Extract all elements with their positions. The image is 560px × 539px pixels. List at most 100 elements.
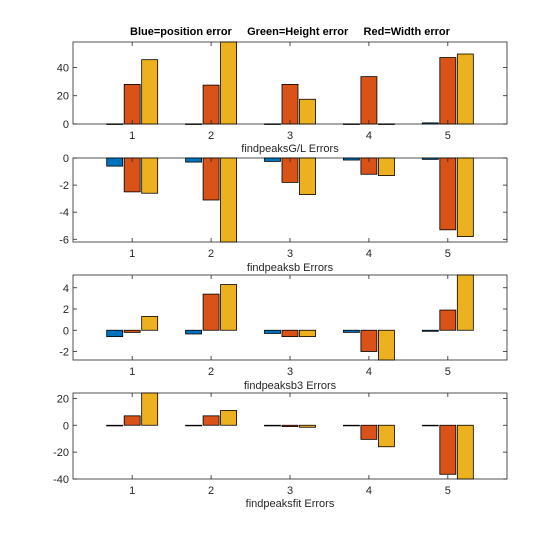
x-tick-label: 3 xyxy=(287,485,293,497)
bar-series-2-cat-1 xyxy=(123,329,141,333)
bar-series-1-cat-1 xyxy=(106,157,124,167)
bar-series-3-cat-4 xyxy=(378,157,395,177)
bar-series-1-cat-3 xyxy=(264,424,281,427)
bar-series-3-cat-1 xyxy=(141,316,159,331)
x-tick-label: 4 xyxy=(366,485,372,497)
x-tick-label: 1 xyxy=(129,248,135,260)
y-tick-label: -20 xyxy=(53,447,69,459)
bar-series-2-cat-4 xyxy=(360,424,378,440)
bar-series-3-cat-2 xyxy=(220,410,237,426)
y-tick-label: 4 xyxy=(63,283,69,295)
bar-series-1-cat-4 xyxy=(343,157,360,161)
bar-series-1-cat-4 xyxy=(343,424,360,427)
bar-series-2-cat-5 xyxy=(439,157,457,231)
bar-series-2-cat-2 xyxy=(202,415,220,426)
bar-series-3-cat-5 xyxy=(456,424,474,480)
y-tick-label: -4 xyxy=(59,207,69,219)
bar-series-1-cat-5 xyxy=(421,157,439,160)
bar-series-3-cat-3 xyxy=(299,98,316,125)
bar-series-1-cat-2 xyxy=(185,157,202,163)
subplot-1: 0 20 40 1 2 3 4 5 findpeaksG/L Errors xyxy=(57,41,508,155)
bar-series-1-cat-4 xyxy=(343,329,360,333)
bar-series-1-cat-5 xyxy=(421,329,439,332)
y-tick-label: 20 xyxy=(57,393,69,405)
y-tick-label: 2 xyxy=(63,304,69,316)
bar-series-1-cat-3 xyxy=(264,329,281,334)
bar-series-3-cat-5 xyxy=(456,53,474,125)
bar-series-2-cat-2 xyxy=(202,293,220,331)
x-tick-label: 3 xyxy=(287,248,293,260)
x-tick-label: 1 xyxy=(129,485,135,497)
figure-title: Blue=position error Green=Height error R… xyxy=(130,26,451,38)
x-tick-label: 2 xyxy=(208,366,214,378)
x-tick-label: 5 xyxy=(445,248,451,260)
bar-series-2-cat-4 xyxy=(360,76,378,125)
bar-series-2-cat-1 xyxy=(123,157,141,193)
bar-series-3-cat-1 xyxy=(141,392,159,426)
subplot-3: -2 0 2 4 1 2 3 4 5 findpeaksb3 Errors xyxy=(59,274,508,392)
bar-series-2-cat-3 xyxy=(281,84,299,125)
x-axis-label: findpeaksG/L Errors xyxy=(241,143,339,155)
bar-series-2-cat-2 xyxy=(202,84,220,125)
bar-series-2-cat-1 xyxy=(123,84,141,125)
bar-series-3-cat-2 xyxy=(220,284,237,331)
y-tick-label: 20 xyxy=(57,91,69,103)
bar-series-2-cat-3 xyxy=(281,424,299,427)
x-tick-label: 2 xyxy=(208,248,214,260)
subplot-4: -40 -20 0 20 1 2 3 4 5 findpeaksfit Errors xyxy=(53,392,508,510)
bar-series-1-cat-1 xyxy=(106,329,124,338)
y-tick-label: 40 xyxy=(57,62,69,74)
y-tick-label: -2 xyxy=(59,180,69,192)
subplot-2: -6 -4 -2 0 1 2 3 4 5 findpeaksb Errors xyxy=(59,153,508,274)
bar-series-1-cat-3 xyxy=(264,123,281,125)
x-tick-label: 5 xyxy=(445,130,451,142)
bar-series-3-cat-4 xyxy=(378,329,395,361)
x-tick-label: 4 xyxy=(366,366,372,378)
x-tick-label: 4 xyxy=(366,130,372,142)
bar-series-3-cat-2 xyxy=(220,157,237,243)
bar-series-3-cat-3 xyxy=(299,329,316,338)
bar-series-2-cat-4 xyxy=(360,329,378,352)
x-tick-label: 5 xyxy=(445,485,451,497)
y-tick-label: -2 xyxy=(59,347,69,359)
bar-series-3-cat-4 xyxy=(378,424,395,448)
x-tick-label: 1 xyxy=(129,366,135,378)
bar-series-2-cat-2 xyxy=(202,157,220,201)
bar-series-1-cat-1 xyxy=(106,424,124,427)
bar-series-1-cat-5 xyxy=(421,424,439,427)
bar-series-3-cat-5 xyxy=(456,157,474,237)
y-tick-label: 0 xyxy=(63,153,69,165)
x-axis-label: findpeaksb Errors xyxy=(247,262,334,274)
bar-series-2-cat-3 xyxy=(281,329,299,338)
bar-series-2-cat-5 xyxy=(439,309,457,331)
bar-series-2-cat-1 xyxy=(123,415,141,426)
bar-series-1-cat-2 xyxy=(185,329,202,335)
bar-series-3-cat-1 xyxy=(141,59,159,125)
x-tick-label: 1 xyxy=(129,130,135,142)
bar-series-1-cat-1 xyxy=(106,123,124,125)
y-tick-label: -40 xyxy=(53,474,69,486)
bar-series-1-cat-3 xyxy=(264,157,281,162)
x-tick-label: 2 xyxy=(208,485,214,497)
bar-series-1-cat-4 xyxy=(343,123,360,125)
x-tick-label: 2 xyxy=(208,130,214,142)
x-tick-label: 5 xyxy=(445,366,451,378)
bar-series-3-cat-2 xyxy=(220,41,237,125)
bar-series-1-cat-2 xyxy=(185,123,202,125)
bar-series-3-cat-1 xyxy=(141,157,159,194)
bar-series-3-cat-3 xyxy=(299,157,316,195)
bar-series-3-cat-4 xyxy=(378,123,395,125)
bar-series-3-cat-5 xyxy=(456,274,474,331)
x-axis-label: findpeaksfit Errors xyxy=(246,498,335,510)
x-axis-label: findpeaksb3 Errors xyxy=(244,380,337,392)
bar-series-2-cat-5 xyxy=(439,424,457,475)
y-tick-label: 0 xyxy=(63,119,69,131)
bar-series-2-cat-5 xyxy=(439,57,457,125)
y-tick-label: 0 xyxy=(63,325,69,337)
bar-series-1-cat-5 xyxy=(421,122,439,125)
y-tick-label: -6 xyxy=(59,234,69,246)
x-tick-label: 4 xyxy=(366,248,372,260)
bar-series-3-cat-3 xyxy=(299,424,316,428)
